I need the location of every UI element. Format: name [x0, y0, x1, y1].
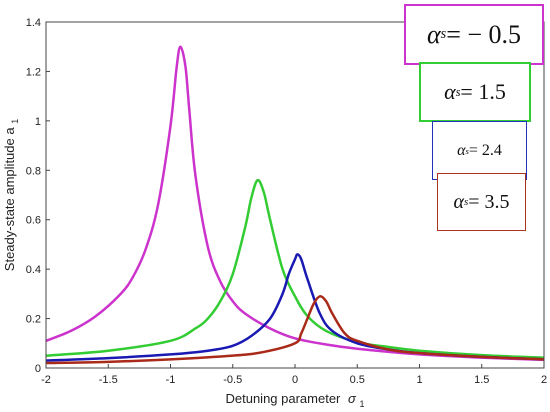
legend-subscript: s — [463, 196, 469, 208]
legend-symbol: α — [457, 141, 466, 159]
legend-value: = 2.4 — [468, 141, 502, 159]
series-line-0 — [45, 45, 545, 362]
y-tick-label: 0.2 — [26, 314, 41, 326]
legend-value: = 3.5 — [468, 190, 510, 213]
y-tick-label: 0 — [35, 363, 41, 375]
y-tick-label: 0.8 — [26, 165, 41, 177]
y-tick-label: 1.4 — [26, 17, 41, 29]
y-axis-label: Steady-state amplitude a 1 — [2, 119, 20, 271]
x-tick-label: -2 — [41, 374, 51, 386]
x-axis-label-subscript: 1 — [359, 399, 364, 409]
legend-symbol: α — [453, 190, 464, 213]
x-tick-label: 0.5 — [350, 374, 365, 386]
y-axis-label-subscript: 1 — [10, 119, 20, 124]
legend-subscript: s — [440, 26, 447, 42]
y-tick-label: 0.4 — [26, 264, 41, 276]
y-tick-label: 1 — [35, 116, 41, 128]
tick-labels: -2 -1.5 -1 -0.5 0 0.5 1 1.5 2 0 0.2 0.4 0.6 0.8 1 1.2 1.… — [26, 17, 547, 386]
x-tick-label: 1 — [416, 374, 422, 386]
legend-value: = 1.5 — [460, 79, 506, 104]
x-tick-label: 1.5 — [474, 374, 489, 386]
series-line-1 — [45, 178, 545, 359]
legend-value: = − 0.5 — [446, 19, 522, 49]
x-axis-label-symbol: σ — [348, 391, 357, 406]
series-layer — [45, 45, 545, 365]
y-axis-label-text: Steady-state amplitude a — [2, 127, 17, 272]
legend-subscript: s — [455, 84, 461, 99]
legend-symbol: α — [426, 19, 441, 49]
x-tick-label: -1 — [166, 374, 176, 386]
y-tick-label: 0.6 — [26, 215, 41, 227]
x-tick-label: -0.5 — [223, 374, 242, 386]
plot-frame — [45, 21, 545, 369]
x-tick-label: 2 — [541, 374, 547, 386]
x-axis-label: Detuning parameter σ 1 — [225, 391, 364, 409]
legend-symbol: α — [444, 79, 456, 104]
x-tick-label: -1.5 — [99, 374, 118, 386]
x-axis-label-text: Detuning parameter — [225, 391, 341, 406]
series-line-3 — [45, 295, 545, 365]
legend-subscript: s — [465, 145, 469, 156]
x-tick-label: 0 — [292, 374, 298, 386]
y-tick-label: 1.2 — [26, 66, 41, 78]
